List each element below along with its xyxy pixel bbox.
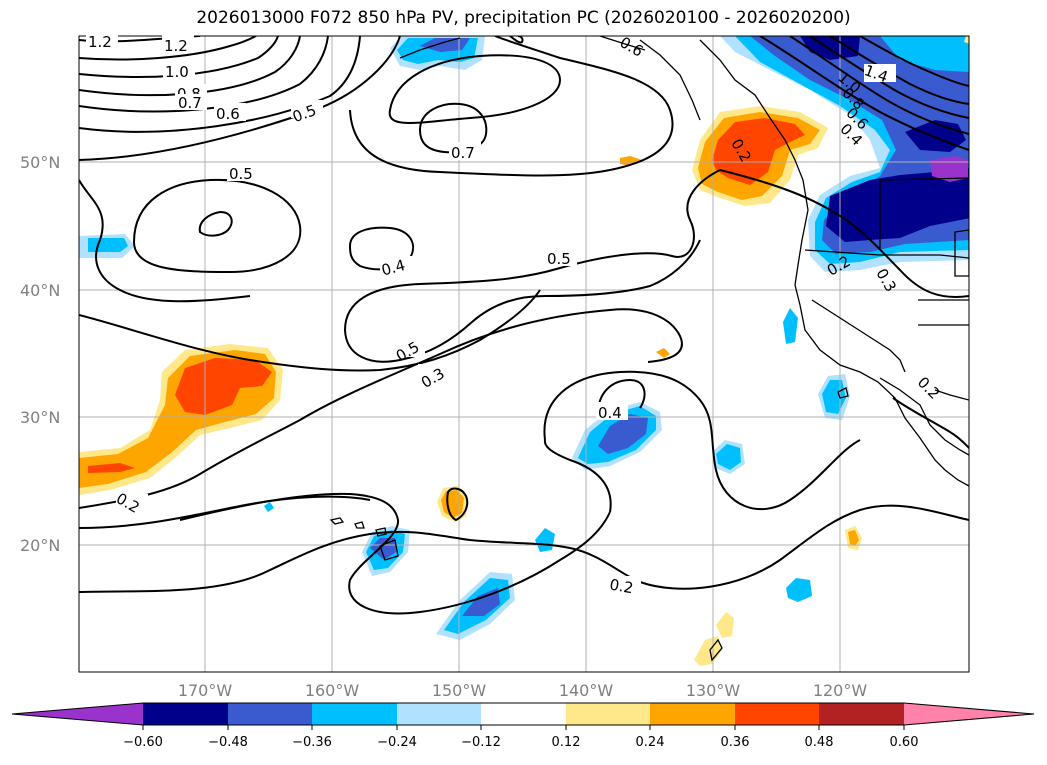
contour-label: 0.7 xyxy=(451,144,475,162)
lat-label-20n: 20°N xyxy=(20,536,60,555)
contour-label: 1.2 xyxy=(88,33,112,51)
colorbar-tick-label: 0.48 xyxy=(805,735,834,750)
coastlines xyxy=(329,36,969,662)
colorbar-bin xyxy=(397,703,481,725)
colorbar-tick-label: 0.12 xyxy=(552,735,581,750)
colorbar-tick-label: 0.60 xyxy=(890,735,919,750)
contour-label: 1.2 xyxy=(164,37,188,55)
lat-label-50n: 50°N xyxy=(20,153,60,172)
colorbar-tick-label: −0.60 xyxy=(123,735,163,750)
contour-label: 0.5 xyxy=(547,250,571,268)
contour-label: 0.4 xyxy=(379,256,407,280)
lon-label-120w: 120°W xyxy=(813,681,868,700)
colorbar-min-extend xyxy=(12,703,143,725)
contour-label: 0.6 xyxy=(216,105,240,123)
colorbar-tick-label: −0.36 xyxy=(292,735,332,750)
colorbar: −0.60 −0.48 −0.36 −0.24 −0.12 0.12 0.24 … xyxy=(11,702,1035,750)
latitude-labels: 50°N 40°N 30°N 20°N xyxy=(20,153,60,555)
gridlines xyxy=(79,36,969,672)
colorbar-tick-label: 0.36 xyxy=(721,735,750,750)
contour-label: 0.5 xyxy=(229,165,253,183)
colorbar-bin xyxy=(735,703,819,725)
precip-positive-region xyxy=(88,463,135,473)
lat-label-30n: 30°N xyxy=(20,408,60,427)
colorbar-bin xyxy=(143,703,228,725)
colorbar-bin xyxy=(650,703,735,725)
colorbar-bin xyxy=(228,703,312,725)
colorbar-tick-label: −0.48 xyxy=(208,735,248,750)
lon-label-150w: 150°W xyxy=(432,681,487,700)
colorbar-bin xyxy=(481,703,566,725)
colorbar-tick-label: −0.12 xyxy=(461,735,501,750)
colorbar-max-extend xyxy=(904,703,1034,725)
colorbar-bin xyxy=(566,703,650,725)
lon-label-160w: 160°W xyxy=(305,681,360,700)
precip-positive-region xyxy=(175,358,272,415)
colorbar-tick-label: 0.24 xyxy=(636,735,665,750)
map-title: 2026013000 F072 850 hPa PV, precipitatio… xyxy=(196,8,851,28)
contour-label: 0.2 xyxy=(608,575,635,597)
colorbar-bin xyxy=(312,703,397,725)
map-frame xyxy=(78,35,970,673)
contour-label: 1.0 xyxy=(165,63,189,81)
colorbar-tick-label: −0.24 xyxy=(377,735,417,750)
pv-contours xyxy=(79,36,969,615)
contour-label: 0.7 xyxy=(178,94,202,112)
colorbar-bin xyxy=(819,703,904,725)
precip-fill-layer xyxy=(79,36,969,666)
lat-label-40n: 40°N xyxy=(20,281,60,300)
lon-label-140w: 140°W xyxy=(559,681,614,700)
contour-label: 0.4 xyxy=(598,404,622,422)
longitude-labels: 170°W 160°W 150°W 140°W 130°W 120°W xyxy=(178,681,868,700)
lon-label-130w: 130°W xyxy=(686,681,741,700)
lon-label-170w: 170°W xyxy=(178,681,233,700)
